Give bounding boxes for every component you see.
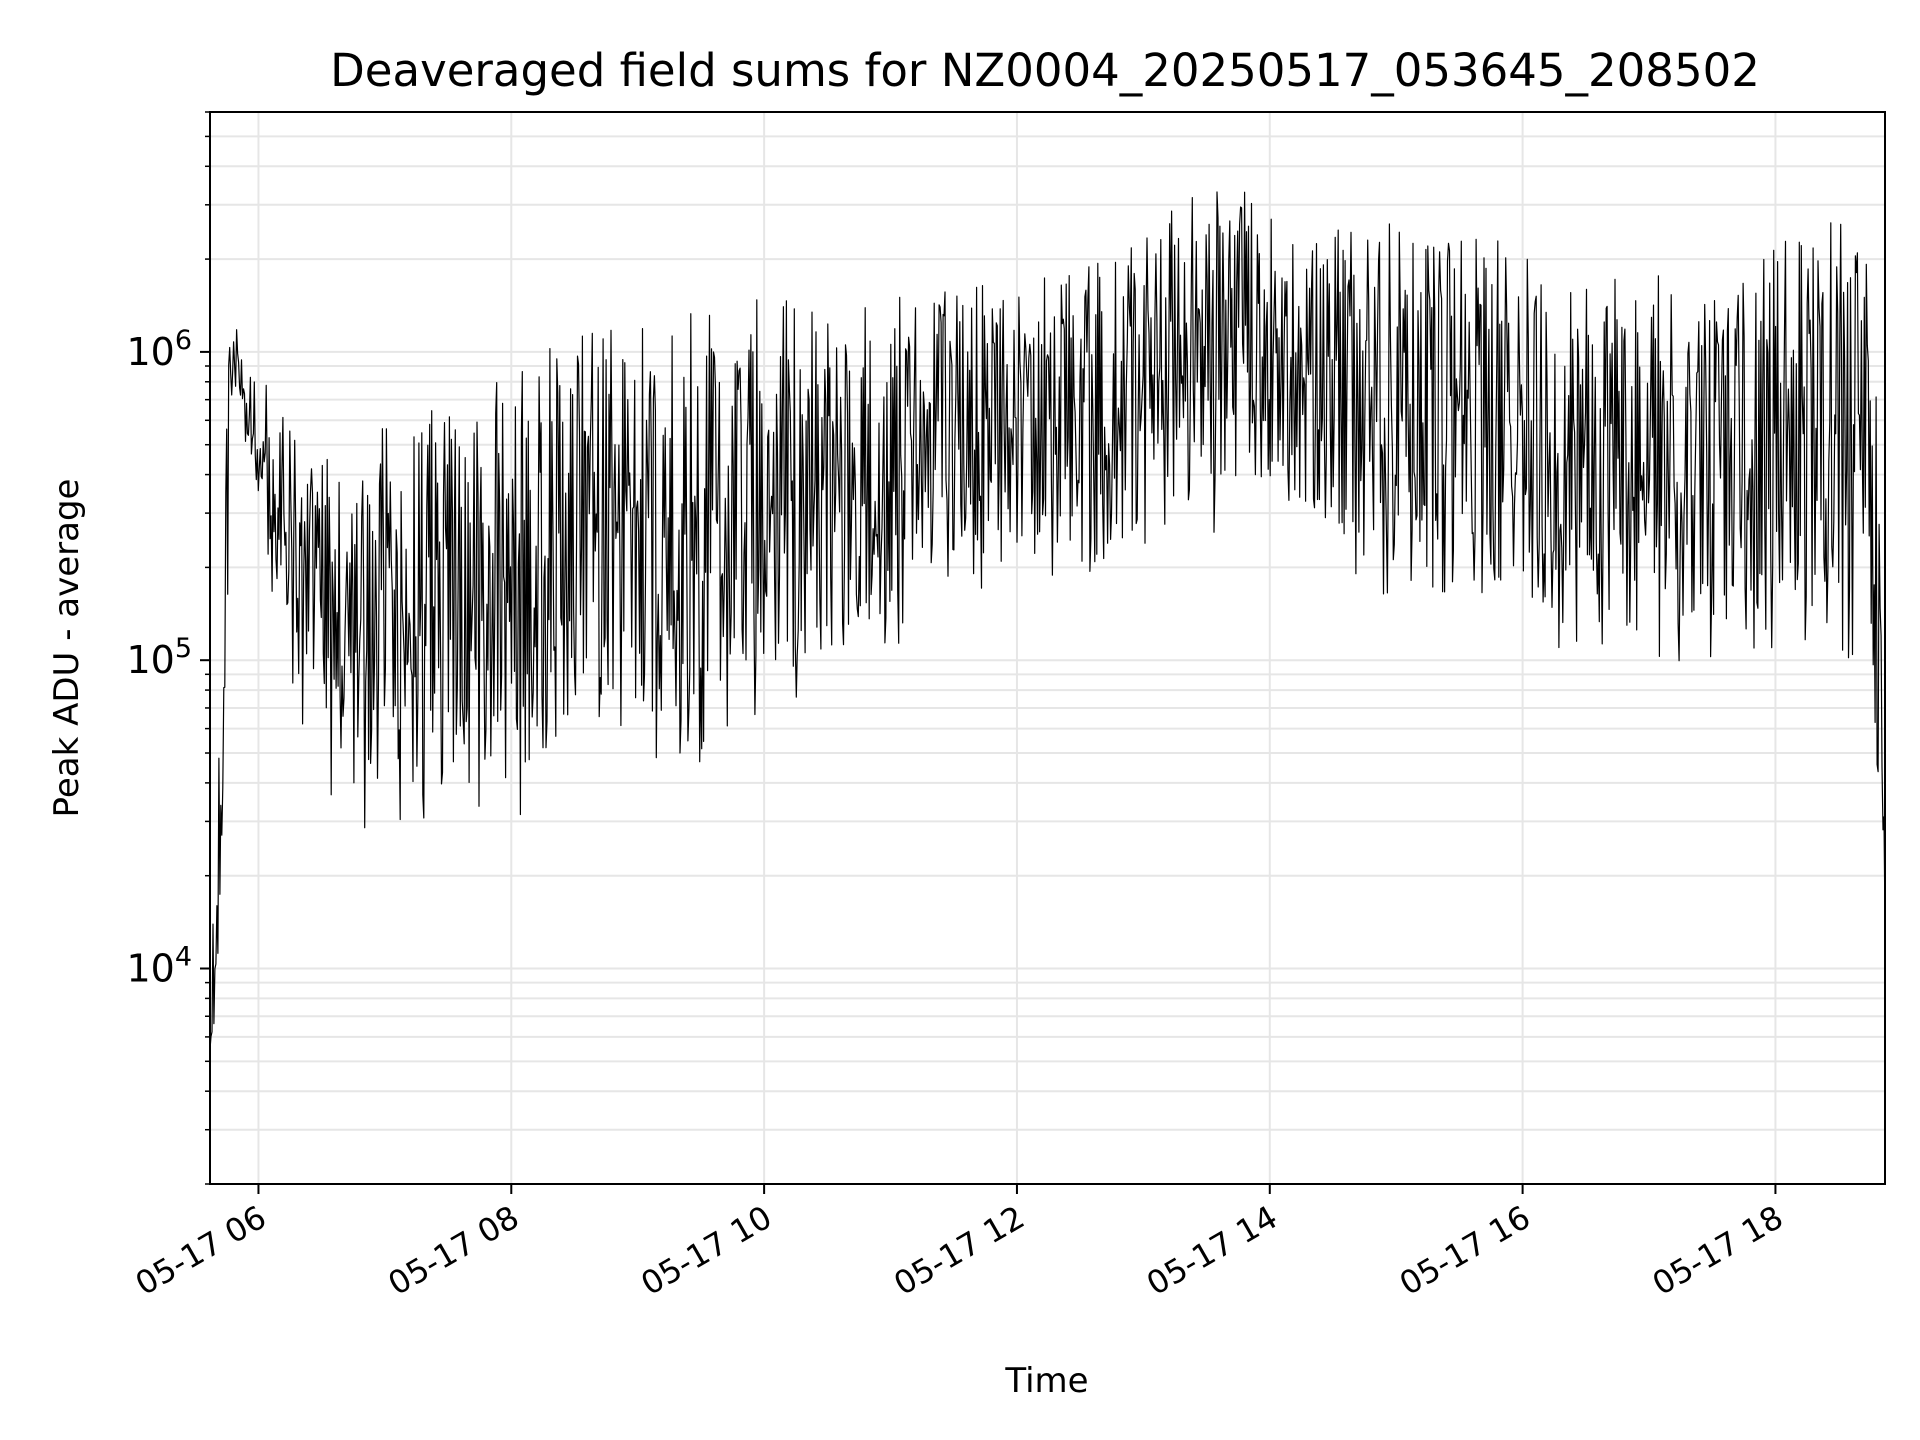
x-tick-label: 05-17 12 [887,1198,1031,1303]
x-axis-label: Time [1004,1361,1088,1401]
x-tick-label: 05-17 18 [1646,1198,1790,1303]
x-tick-label: 05-17 10 [635,1198,779,1303]
plot-frame [209,111,1886,1185]
y-axis-label: Peak ADU - average [47,479,87,818]
y-tick-label: 106 [126,325,192,374]
x-tick-label: 05-17 14 [1140,1198,1284,1303]
chart-title: Deaveraged field sums for NZ0004_2025051… [330,44,1760,97]
x-tick-label: 05-17 16 [1393,1198,1537,1303]
x-tick-label: 05-17 06 [129,1198,273,1303]
series-layer [209,191,1886,1050]
y-axis: 104 105 106 [126,111,210,1185]
y-tick-label: 104 [126,942,192,991]
x-tick-label: 05-17 08 [382,1198,526,1303]
series-line [209,191,1886,1050]
x-axis: 05-17 06 05-17 08 05-17 10 05-17 12 05-17 14… [129,1184,1790,1303]
y-tick-label: 105 [126,633,192,682]
